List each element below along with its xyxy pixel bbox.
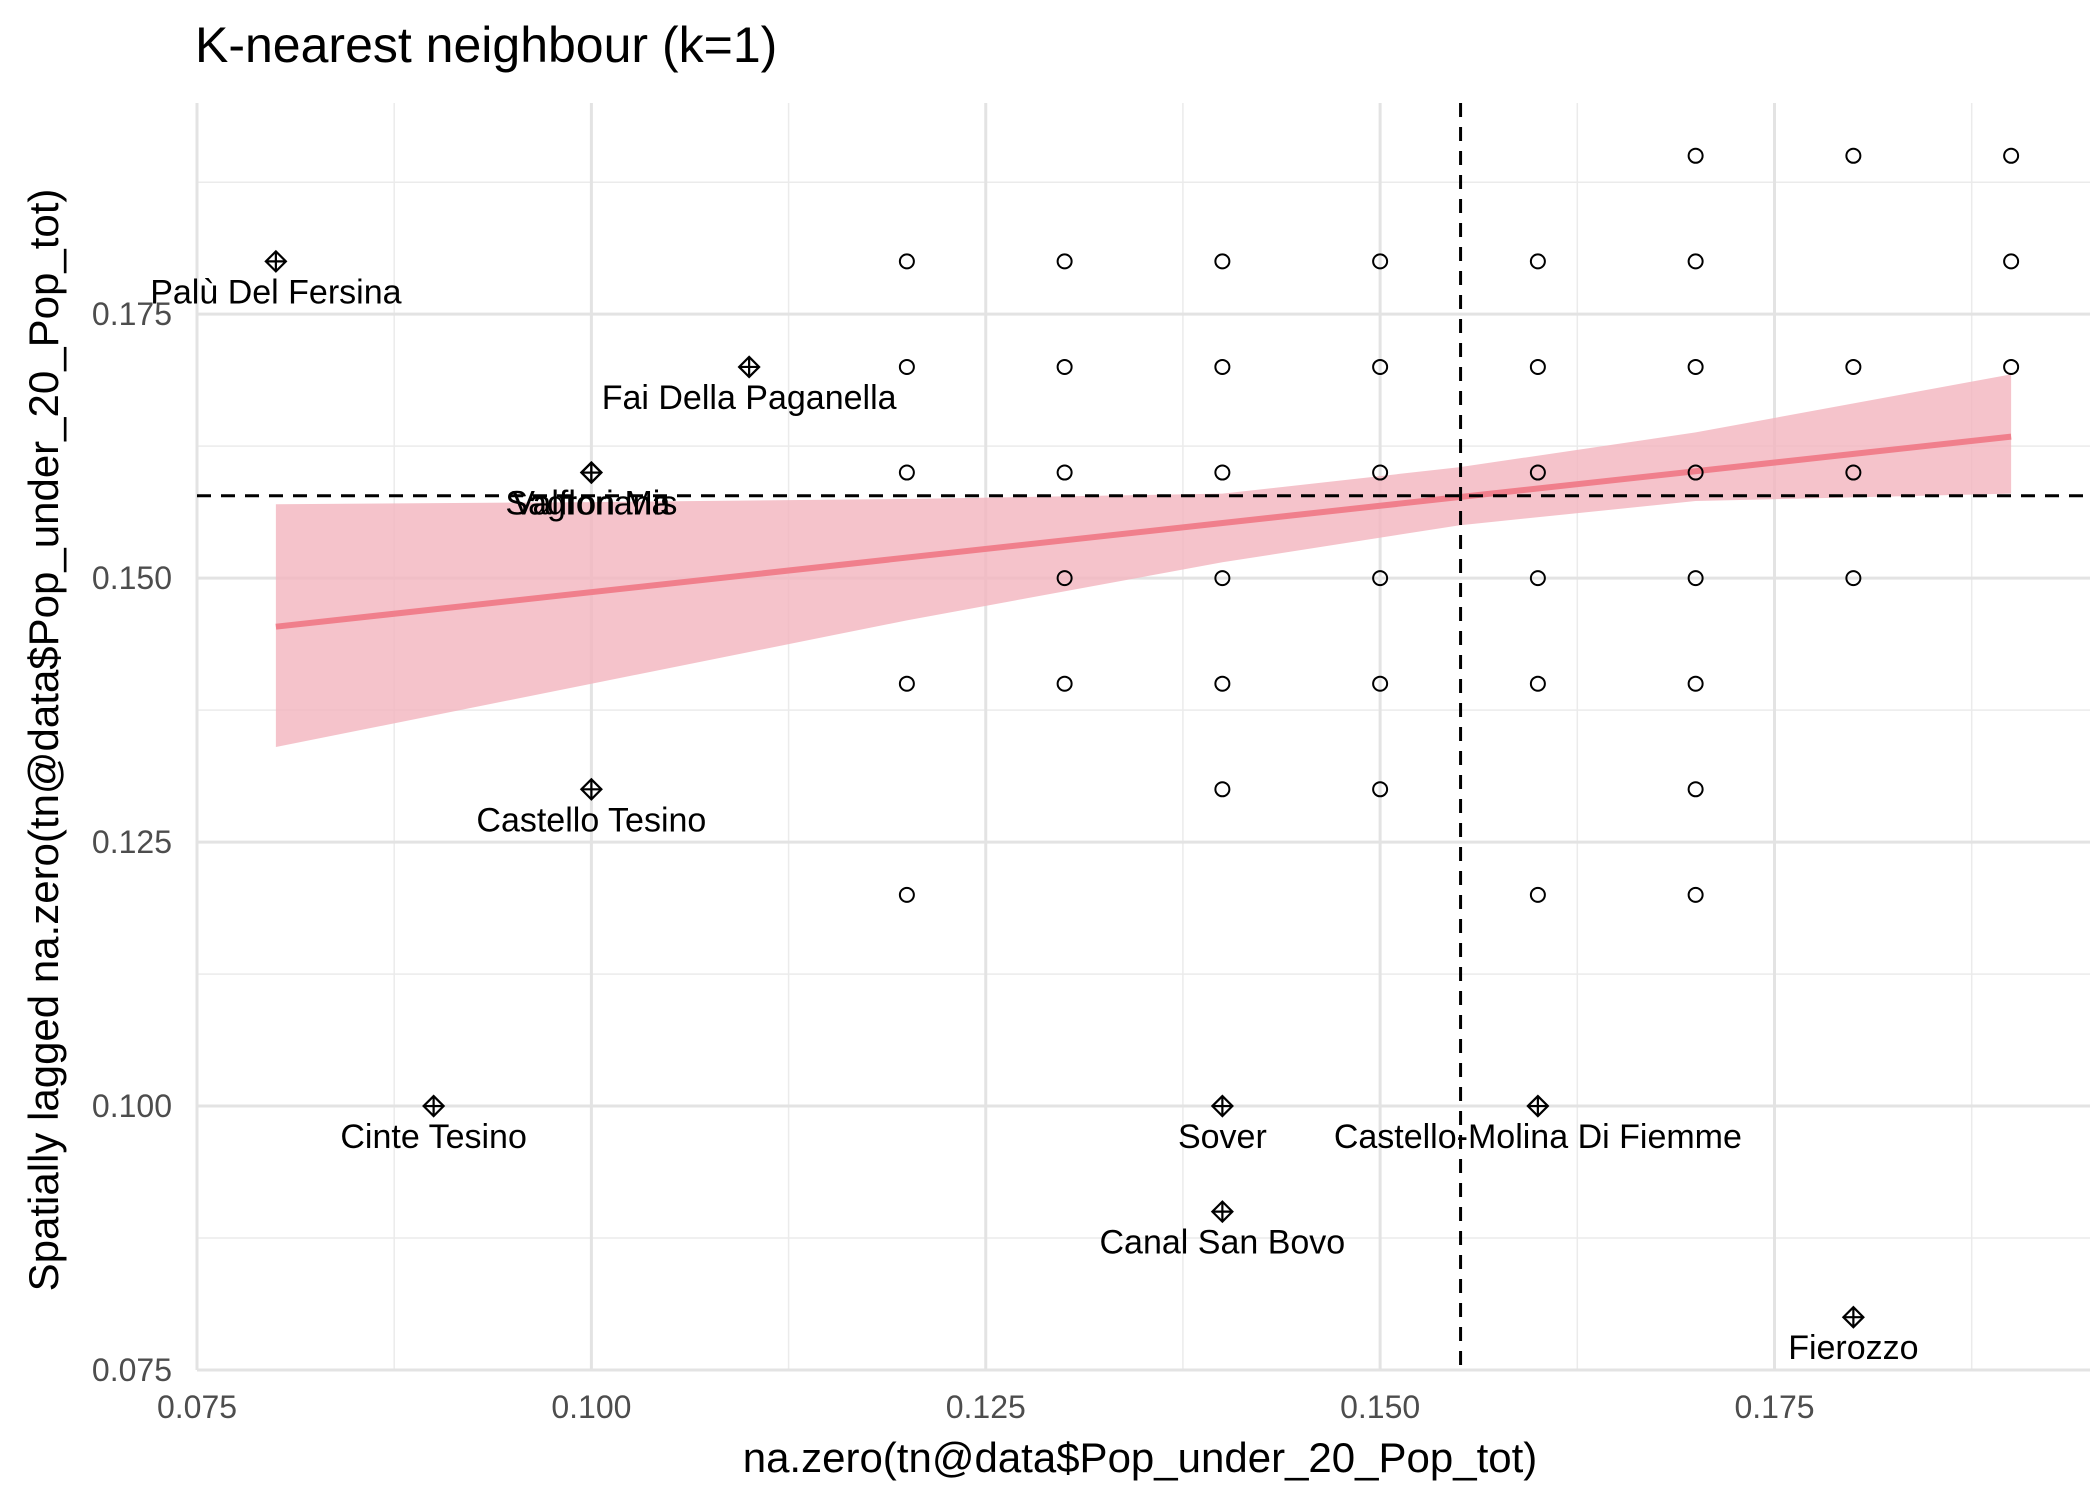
data-point — [1214, 464, 1231, 481]
y-tick-label: 0.075 — [92, 1352, 172, 1388]
y-axis-ticks: 0.075 0.100 0.125 0.150 0.175 — [92, 296, 172, 1388]
data-point — [1372, 464, 1389, 481]
data-point — [1056, 570, 1073, 587]
points-group — [898, 147, 2020, 903]
grid-major — [195, 103, 2090, 1372]
data-point — [1214, 570, 1231, 587]
y-tick-label: 0.175 — [92, 296, 172, 332]
data-point — [1529, 253, 1546, 270]
point-label: Castello Tesino — [476, 801, 706, 839]
y-tick-label: 0.150 — [92, 560, 172, 596]
data-point — [1372, 253, 1389, 270]
point-label: Fierozzo — [1788, 1329, 1918, 1367]
data-point — [1214, 358, 1231, 375]
x-tick-label: 0.125 — [946, 1389, 1026, 1425]
data-point — [1529, 570, 1546, 587]
data-point — [1529, 464, 1546, 481]
data-point — [898, 464, 915, 481]
data-point — [1845, 147, 1862, 164]
point-label: Palù Del Fersina — [150, 273, 401, 311]
influential-point-cross — [581, 462, 602, 483]
data-point — [1372, 358, 1389, 375]
data-point — [1845, 358, 1862, 375]
point-label: Sover — [1178, 1118, 1267, 1156]
data-point — [2003, 147, 2020, 164]
ci-band-group — [275, 374, 2012, 748]
data-point — [1845, 464, 1862, 481]
influential-point-cross — [1843, 1307, 1864, 1328]
influential-point-cross — [1527, 1096, 1548, 1117]
data-point — [1687, 464, 1704, 481]
grid-minor — [197, 103, 2090, 1370]
point-label: Sagron Mis — [505, 485, 677, 523]
data-point — [1372, 781, 1389, 798]
point-label: Fai Della Paganella — [602, 379, 897, 417]
data-point — [898, 886, 915, 903]
mean-lines — [197, 103, 2090, 1370]
chart-title: K-nearest neighbour (k=1) — [195, 17, 777, 73]
x-axis-ticks: 0.075 0.100 0.125 0.150 0.175 — [157, 1389, 1815, 1425]
data-point — [1372, 675, 1389, 692]
influential-point-cross — [1212, 1096, 1233, 1117]
data-point — [1529, 886, 1546, 903]
influential-point-cross — [739, 356, 760, 377]
data-point — [1845, 570, 1862, 587]
data-point — [1687, 147, 1704, 164]
x-tick-label: 0.100 — [551, 1389, 631, 1425]
data-point — [1056, 675, 1073, 692]
x-tick-label: 0.075 — [157, 1389, 237, 1425]
confidence-band — [275, 374, 2012, 748]
influential-point-cross — [1212, 1201, 1233, 1222]
data-point — [898, 675, 915, 692]
fit-line-group — [275, 433, 2012, 630]
influential-point-cross — [265, 251, 286, 272]
influential-point-cross — [423, 1096, 444, 1117]
point-label: Cinte Tesino — [340, 1118, 527, 1156]
data-point — [1214, 253, 1231, 270]
data-point — [1529, 675, 1546, 692]
data-point — [1056, 464, 1073, 481]
data-point — [1056, 358, 1073, 375]
influential-points-group: Palù Del Fersina Fai Della Paganella Sagro… — [150, 249, 1919, 1367]
x-axis-title: na.zero(tn@data$Pop_under_20_Pop_tot) — [743, 1434, 1538, 1481]
data-point — [1372, 570, 1389, 587]
data-point — [1687, 781, 1704, 798]
data-point — [1687, 358, 1704, 375]
data-point — [1687, 886, 1704, 903]
y-tick-label: 0.100 — [92, 1088, 172, 1124]
x-tick-label: 0.150 — [1340, 1389, 1420, 1425]
data-point — [1529, 358, 1546, 375]
data-point — [898, 253, 915, 270]
influential-point-cross — [581, 779, 602, 800]
data-point — [1687, 570, 1704, 587]
data-point — [2003, 358, 2020, 375]
x-tick-label: 0.175 — [1734, 1389, 1814, 1425]
data-point — [1214, 781, 1231, 798]
data-point — [1687, 253, 1704, 270]
y-axis-title: Spatially lagged na.zero(tn@data$Pop_und… — [20, 189, 67, 1292]
point-label: Valfloriana — [512, 485, 670, 523]
regression-line — [275, 433, 2012, 630]
point-label: Castello-Molina Di Fiemme — [1334, 1118, 1742, 1156]
data-point — [2003, 253, 2020, 270]
data-point — [898, 358, 915, 375]
y-tick-label: 0.125 — [92, 824, 172, 860]
data-point — [1056, 253, 1073, 270]
data-point — [1214, 675, 1231, 692]
point-label: Canal San Bovo — [1100, 1224, 1346, 1262]
data-point — [1687, 675, 1704, 692]
